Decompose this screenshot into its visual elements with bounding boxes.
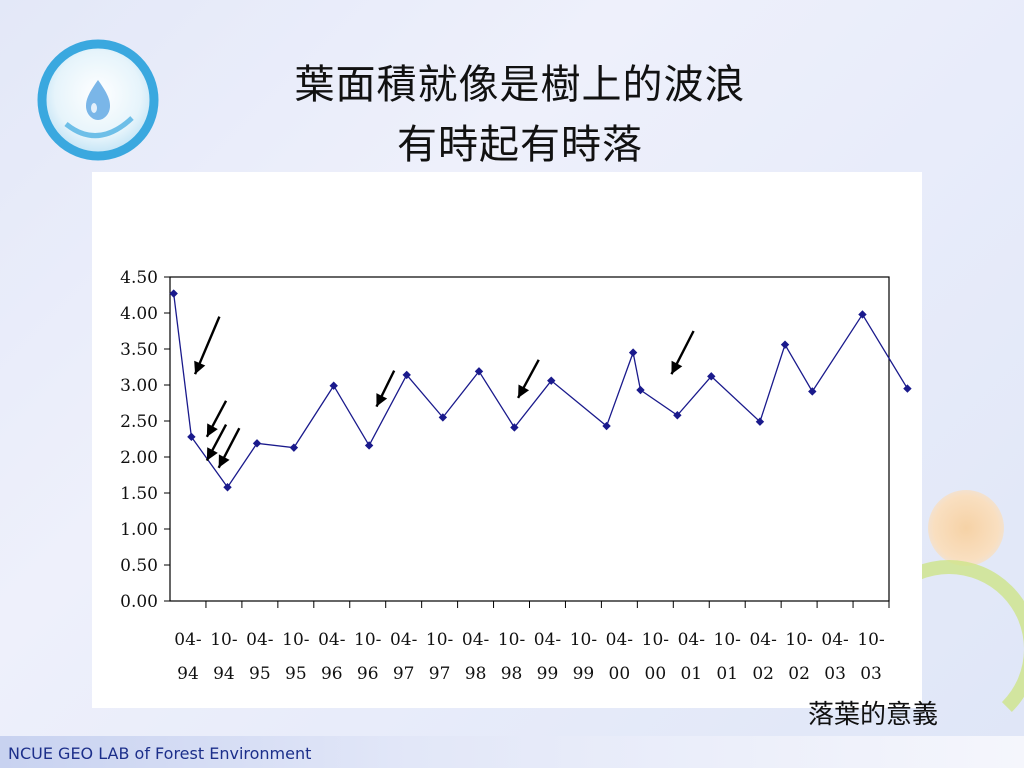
- data-point: [510, 423, 519, 432]
- x-tick-label-top: 10-: [354, 630, 381, 650]
- x-tick-label-top: 10-: [857, 630, 884, 650]
- y-tick-label: 1.00: [120, 520, 158, 540]
- x-tick-label-top: 04-: [821, 630, 848, 650]
- x-tick-label-bottom: 94: [213, 664, 235, 684]
- data-point: [858, 310, 867, 319]
- x-tick-label-bottom: 00: [645, 664, 667, 684]
- x-tick-label-bottom: 03: [860, 664, 882, 684]
- water-drop-icon: [37, 39, 159, 161]
- data-point: [289, 443, 299, 452]
- data-point: [364, 441, 374, 450]
- x-tick-label-top: 10-: [498, 630, 525, 650]
- x-tick-label-bottom: 94: [177, 664, 199, 684]
- x-tick-label-top: 10-: [785, 630, 812, 650]
- x-tick-label-top: 04-: [749, 630, 776, 650]
- x-tick-label-bottom: 02: [752, 664, 774, 684]
- y-tick-label: 3.50: [120, 340, 158, 360]
- y-tick-label: 1.50: [120, 484, 158, 504]
- y-tick-label: 0.50: [120, 556, 158, 576]
- slide-title-line-2: 有時起有時落: [397, 122, 643, 168]
- chart-panel: 0.00 0.50 1.00 1.50 2.00 2.50 3.00 3.50 4.00 4.50…: [92, 172, 922, 708]
- x-tick-label-top: 04-: [174, 630, 201, 650]
- x-tick-label-top: 10-: [642, 630, 669, 650]
- annotation-arrow-head: [206, 423, 218, 437]
- footer-lab-name: NCUE GEO LAB of Forest Environment: [8, 744, 312, 763]
- background-orb-orange: [928, 490, 1004, 566]
- y-tick-label: 4.00: [120, 304, 158, 324]
- data-point: [808, 387, 817, 396]
- y-tick-label: 2.00: [120, 448, 158, 468]
- data-point: [780, 340, 790, 349]
- data-point: [755, 417, 765, 426]
- x-tick-label-bottom: 97: [429, 664, 451, 684]
- x-tick-label-bottom: 02: [788, 664, 810, 684]
- x-tick-label-bottom: 99: [537, 664, 559, 684]
- x-tick-label-top: 10-: [210, 630, 237, 650]
- annotation-arrow-head: [218, 454, 230, 468]
- data-point: [169, 289, 178, 298]
- slide-title-line-1: 葉面積就像是樹上的波浪: [294, 62, 746, 108]
- slide-caption: 落葉的意義: [807, 700, 938, 730]
- data-point: [673, 411, 682, 420]
- data-point: [438, 413, 448, 422]
- x-tick-label-bottom: 95: [249, 664, 271, 684]
- plot-frame: [169, 276, 890, 602]
- y-tick-label: 0.00: [120, 592, 158, 612]
- data-point: [602, 421, 611, 431]
- x-tick-label-top: 04-: [318, 630, 345, 650]
- x-tick-label-bottom: 98: [465, 664, 487, 684]
- data-point: [402, 370, 411, 380]
- x-tick-label-top: 10-: [570, 630, 597, 650]
- x-tick-label-top: 10-: [426, 630, 453, 650]
- footer-bar: NCUE GEO LAB of Forest Environment: [0, 736, 1024, 768]
- data-point: [187, 432, 196, 442]
- x-tick-label-top: 04-: [246, 630, 273, 650]
- data-point: [252, 439, 262, 448]
- leaf-area-line-chart: 0.00 0.50 1.00 1.50 2.00 2.50 3.00 3.50 4.00 4.50…: [120, 268, 912, 684]
- x-tick-label-top: 04-: [390, 630, 417, 650]
- annotation-arrow-head: [671, 360, 683, 375]
- x-tick-label-top: 04-: [462, 630, 489, 650]
- x-tick-label-bottom: 98: [501, 664, 523, 684]
- annotation-arrow-head: [206, 447, 218, 461]
- x-tick-label-bottom: 01: [680, 664, 702, 684]
- annotation-arrow-head: [194, 360, 206, 375]
- y-tick-label: 3.00: [120, 376, 158, 396]
- y-tick-label: 4.50: [120, 268, 158, 288]
- x-tick-label-top: 04-: [534, 630, 561, 650]
- x-tick-label-top: 10-: [714, 630, 741, 650]
- data-point: [636, 385, 645, 395]
- y-tick-label: 2.50: [120, 412, 158, 432]
- x-tick-label-top: 04-: [606, 630, 633, 650]
- data-point: [329, 381, 338, 390]
- logo: [36, 38, 160, 162]
- x-tick-label-bottom: 95: [285, 664, 307, 684]
- data-point: [223, 483, 232, 492]
- x-tick-label-top: 04-: [678, 630, 705, 650]
- x-tick-label-bottom: 96: [357, 664, 379, 684]
- x-tick-label-bottom: 99: [573, 664, 595, 684]
- x-tick-label-bottom: 03: [824, 664, 846, 684]
- x-tick-label-bottom: 96: [321, 664, 343, 684]
- series-line: [173, 293, 908, 489]
- x-tick-label-bottom: 01: [716, 664, 738, 684]
- data-point: [628, 348, 638, 357]
- data-point: [707, 372, 716, 381]
- data-point: [903, 384, 912, 393]
- annotation-arrow-head: [376, 393, 388, 407]
- annotation-arrow-head: [518, 384, 530, 398]
- x-tick-label-bottom: 97: [393, 664, 415, 684]
- x-tick-label-top: 10-: [282, 630, 309, 650]
- x-tick-label-bottom: 00: [609, 664, 631, 684]
- data-point: [474, 367, 484, 376]
